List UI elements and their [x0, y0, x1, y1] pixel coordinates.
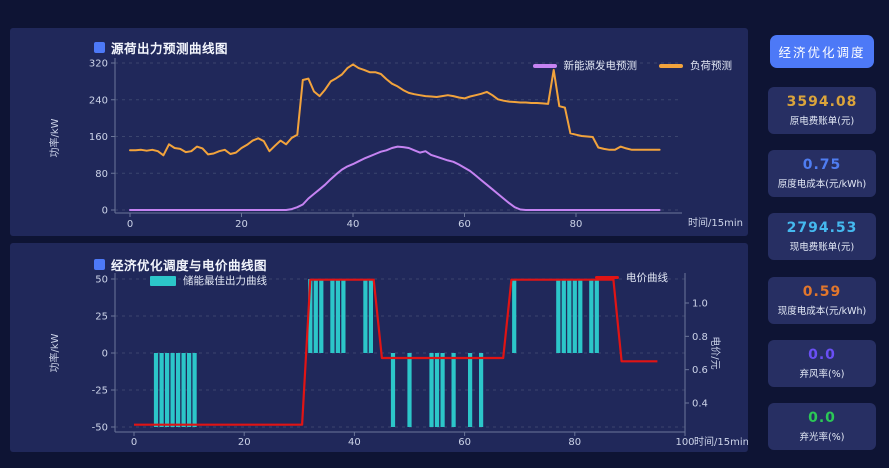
legend-item[interactable]: 新能源发电预测: [532, 58, 638, 73]
legend-label: 新能源发电预测: [563, 60, 638, 72]
metric-value: 0.75: [802, 157, 842, 174]
legend-swatch-icon: [532, 63, 557, 68]
svg-text:80: 80: [95, 169, 108, 180]
svg-text:40: 40: [348, 437, 361, 448]
svg-text:20: 20: [238, 437, 251, 448]
svg-text:100: 100: [675, 437, 694, 448]
metric-value: 0.59: [802, 283, 842, 300]
legend-swatch-icon: [659, 63, 683, 68]
svg-text:时间/15min: 时间/15min: [694, 435, 748, 448]
svg-text:电价/元: 电价/元: [709, 336, 722, 369]
svg-text:0.6: 0.6: [692, 365, 708, 376]
svg-text:功率/kW: 功率/kW: [48, 118, 61, 157]
legend-label: 储能最佳出力曲线: [183, 275, 267, 287]
svg-text:20: 20: [235, 219, 248, 230]
svg-text:80: 80: [568, 437, 581, 448]
metric-label: 弃风率(%): [799, 368, 845, 380]
legend-label: 负荷预测: [690, 60, 732, 72]
metric-card: 0.0 弃光率(%): [768, 403, 876, 450]
svg-text:0.4: 0.4: [692, 398, 708, 409]
dispatch-chart-canvas[interactable]: -50 -25 0 25 50 0.4 0.6 0.8 1.0 0 20 40 60 80 100 时间/15…: [10, 243, 748, 452]
dispatch-chart-panel: 经济优化调度与电价曲线图 储能最佳出力曲线 电价曲线 -50 -25 0 25 50 0.…: [10, 243, 748, 452]
svg-text:1.0: 1.0: [692, 298, 708, 309]
svg-text:0: 0: [131, 437, 137, 448]
forecast-legend: 新能源发电预测 负荷预测: [532, 58, 732, 73]
metric-label: 现度电成本(元/kWh): [777, 305, 867, 317]
metric-value: 0.0: [808, 346, 836, 363]
metric-card: 2794.53 现电费账单(元): [768, 213, 876, 261]
legend-swatch-icon: [595, 276, 619, 279]
svg-text:320: 320: [89, 59, 108, 70]
svg-text:0: 0: [102, 349, 108, 360]
dispatch-chart-title: 经济优化调度与电价曲线图: [94, 255, 267, 274]
svg-text:0: 0: [102, 206, 108, 217]
svg-text:0.8: 0.8: [692, 332, 708, 343]
svg-text:-50: -50: [92, 423, 108, 434]
metric-card: 3594.08 原电费账单(元): [768, 87, 876, 134]
title-marker-icon: [94, 259, 105, 270]
svg-text:功率/kW: 功率/kW: [48, 333, 61, 372]
title-marker-icon: [94, 42, 105, 53]
svg-text:60: 60: [458, 219, 471, 230]
metric-card: 0.0 弃风率(%): [768, 339, 876, 387]
svg-text:60: 60: [458, 437, 471, 448]
storage-output-legend: 储能最佳出力曲线: [150, 273, 267, 288]
metric-label: 现电费账单(元): [789, 242, 855, 254]
metric-value: 3594.08: [786, 94, 858, 110]
forecast-chart-title-text: 源荷出力预测曲线图: [111, 41, 229, 56]
economic-dispatch-button[interactable]: 经济优化调度: [770, 35, 874, 68]
svg-text:0: 0: [127, 219, 133, 230]
legend-label: 电价曲线: [626, 272, 668, 284]
svg-text:240: 240: [89, 95, 108, 106]
legend-swatch-icon: [150, 275, 176, 286]
svg-text:160: 160: [89, 132, 108, 143]
svg-text:时间/15min: 时间/15min: [688, 216, 743, 229]
metric-card: 0.75 原度电成本(元/kWh): [768, 150, 876, 198]
metric-label: 原电费账单(元): [789, 116, 855, 127]
svg-text:-25: -25: [92, 386, 108, 397]
svg-text:50: 50: [95, 275, 108, 286]
legend-item[interactable]: 负荷预测: [659, 58, 732, 73]
metric-label: 原度电成本(元/kWh): [777, 179, 867, 191]
metric-value: 2794.53: [786, 220, 858, 237]
svg-text:80: 80: [570, 219, 583, 230]
forecast-chart-title: 源荷出力预测曲线图: [94, 38, 228, 57]
legend-item[interactable]: 储能最佳出力曲线: [150, 273, 267, 288]
price-curve-legend: 电价曲线: [595, 270, 668, 285]
metric-label: 弃光率(%): [799, 432, 845, 443]
svg-text:40: 40: [347, 219, 360, 230]
metric-card: 0.59 现度电成本(元/kWh): [768, 276, 876, 324]
svg-text:25: 25: [95, 312, 108, 323]
forecast-chart-panel: 源荷出力预测曲线图 新能源发电预测 负荷预测 0 80 160 240 320 0 20 40 6…: [10, 28, 748, 236]
metric-value: 0.0: [808, 410, 836, 426]
forecast-chart-canvas[interactable]: 0 80 160 240 320 0 20 40 60 80 时间/15min 功率/kW: [10, 28, 748, 236]
legend-item[interactable]: 电价曲线: [595, 270, 668, 285]
dispatch-chart-title-text: 经济优化调度与电价曲线图: [111, 258, 268, 273]
